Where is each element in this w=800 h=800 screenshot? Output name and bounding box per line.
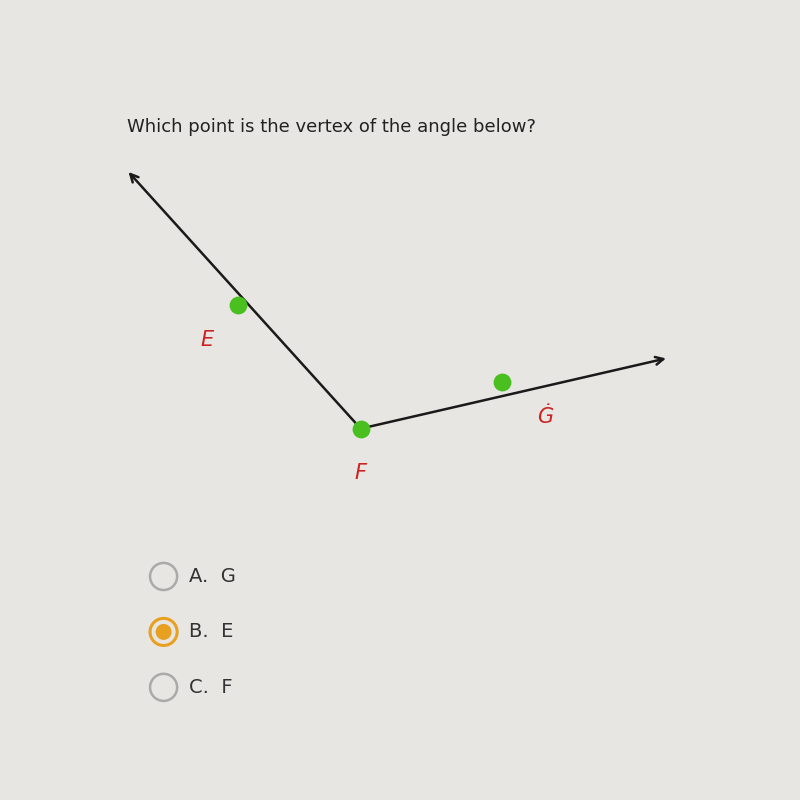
Text: A.  G: A. G <box>190 567 236 586</box>
Text: B.  E: B. E <box>190 622 234 642</box>
Circle shape <box>150 674 177 701</box>
Text: Which point is the vertex of the angle below?: Which point is the vertex of the angle b… <box>126 118 536 135</box>
Circle shape <box>150 563 177 590</box>
Circle shape <box>150 618 177 646</box>
Text: F: F <box>354 462 366 482</box>
Text: E: E <box>200 330 214 350</box>
Text: C.  F: C. F <box>190 678 233 697</box>
Point <box>354 422 367 435</box>
Text: Ġ: Ġ <box>538 407 554 427</box>
Point <box>496 376 509 389</box>
Circle shape <box>155 624 172 640</box>
Point <box>231 299 244 312</box>
